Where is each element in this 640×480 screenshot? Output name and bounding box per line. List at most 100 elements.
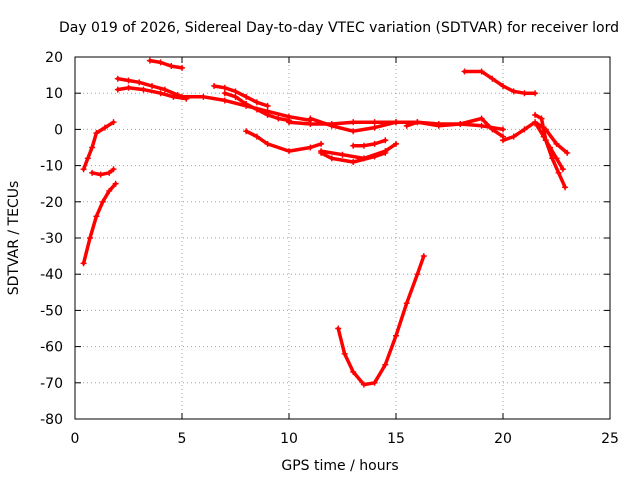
data-point <box>221 90 228 97</box>
data-point <box>341 350 348 357</box>
data-point <box>532 111 539 118</box>
data-point <box>420 253 427 260</box>
data-point <box>393 140 399 147</box>
series-arc-01 <box>80 180 119 267</box>
data-point <box>547 144 554 151</box>
data-point <box>403 300 410 307</box>
data-point <box>393 119 399 126</box>
data-point <box>101 124 108 131</box>
data-point <box>243 128 250 135</box>
data-point <box>414 271 421 278</box>
data-point <box>489 126 496 133</box>
x-axis-label: GPS time / hours <box>281 458 398 474</box>
data-point <box>521 90 528 97</box>
data-point <box>478 68 485 75</box>
data-point <box>532 90 539 97</box>
series-layer <box>80 57 571 388</box>
y-tick-label: 10 <box>45 86 63 102</box>
data-point <box>339 151 346 158</box>
series-arc-02 <box>80 119 117 173</box>
x-tick-label: 5 <box>178 431 187 447</box>
data-point <box>93 213 100 220</box>
series-line <box>90 167 116 177</box>
chart-title: Day 019 of 2026, Sidereal Day-to-day VTE… <box>59 20 619 36</box>
x-tick-label: 15 <box>387 431 405 447</box>
data-point <box>89 144 96 151</box>
data-point <box>350 128 357 135</box>
series-line <box>148 58 184 70</box>
data-point <box>106 187 113 194</box>
data-point <box>232 93 239 100</box>
data-point <box>125 84 132 91</box>
data-point <box>110 166 117 173</box>
data-point <box>243 93 250 100</box>
data-point <box>264 140 271 147</box>
data-point <box>232 88 239 95</box>
data-point <box>393 332 399 339</box>
data-point <box>328 155 335 162</box>
data-point <box>97 171 104 178</box>
data-point <box>360 381 367 388</box>
y-tick-label: -50 <box>40 303 63 319</box>
data-point <box>89 169 96 176</box>
data-point <box>318 140 325 147</box>
data-point <box>253 133 260 140</box>
series-arc-06 <box>146 57 185 71</box>
data-point <box>136 79 143 86</box>
data-point <box>510 88 517 95</box>
x-tick-labels: 0 5 10 15 20 25 <box>71 431 619 447</box>
data-point <box>200 93 207 100</box>
data-point <box>286 119 292 126</box>
data-point <box>538 115 545 122</box>
data-point <box>403 122 410 129</box>
data-point <box>564 149 571 156</box>
data-point <box>382 137 389 144</box>
series-arc-16 <box>335 253 427 388</box>
data-point <box>253 99 260 106</box>
y-tick-label: 20 <box>45 50 63 66</box>
data-point <box>521 126 528 133</box>
data-point <box>146 57 153 64</box>
data-point <box>179 93 185 100</box>
data-point <box>211 82 218 89</box>
data-point <box>84 155 91 162</box>
series-arc-19 <box>500 119 571 156</box>
data-point <box>286 148 292 155</box>
data-point <box>350 368 357 375</box>
data-point <box>360 142 367 149</box>
y-tick-labels: -80 -70 -60 -50 -40 -30 -20 -10 0 10 20 <box>40 50 63 428</box>
data-point <box>86 235 93 241</box>
data-point <box>435 122 442 129</box>
data-point <box>157 59 164 66</box>
data-point <box>114 75 121 82</box>
data-point <box>562 184 569 191</box>
data-point <box>307 115 314 122</box>
data-point <box>93 130 100 137</box>
data-point <box>307 120 314 127</box>
data-point <box>534 122 541 129</box>
x-tick-label: 0 <box>71 431 80 447</box>
series-arc-09 <box>221 90 292 124</box>
data-point <box>559 166 566 173</box>
data-point <box>328 122 335 129</box>
data-point <box>221 84 228 91</box>
data-point <box>360 155 367 162</box>
series-arc-17 <box>403 115 506 140</box>
data-point <box>500 82 506 89</box>
data-point <box>478 115 485 122</box>
data-point <box>382 148 389 155</box>
series-arc-18 <box>461 68 539 97</box>
data-point <box>221 97 228 104</box>
data-point <box>125 77 132 84</box>
data-point <box>478 122 485 129</box>
series-arc-10 <box>243 128 325 155</box>
data-point <box>553 155 560 162</box>
series-arc-12 <box>318 140 399 162</box>
data-point <box>350 119 357 126</box>
data-point <box>149 82 156 89</box>
y-tick-label: -40 <box>40 267 63 283</box>
data-point <box>275 115 282 122</box>
series-arc-15 <box>307 115 399 135</box>
data-point <box>307 144 314 151</box>
